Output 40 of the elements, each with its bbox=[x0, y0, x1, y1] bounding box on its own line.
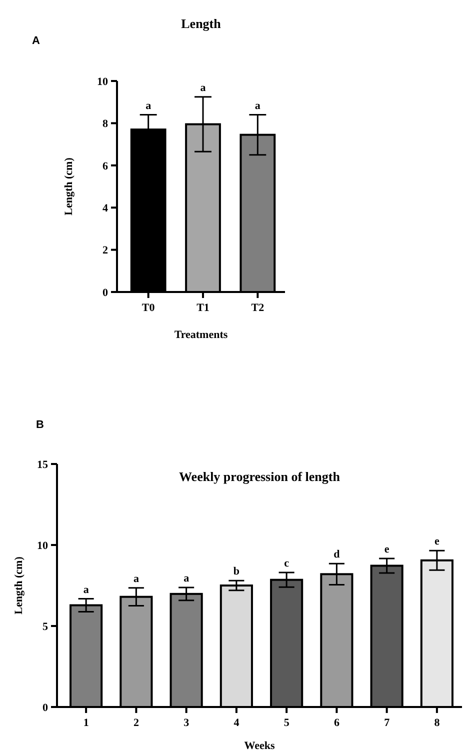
x-tick-label: 2 bbox=[133, 717, 140, 729]
x-axis-title: Weeks bbox=[244, 740, 276, 752]
annotation: d bbox=[334, 548, 340, 561]
x-tick-label: 3 bbox=[184, 717, 190, 729]
annotation: a bbox=[254, 100, 261, 112]
y-tick-label: 15 bbox=[37, 458, 48, 471]
annotation: e bbox=[434, 536, 440, 548]
x-tick-label: 4 bbox=[234, 717, 240, 729]
annotation: a bbox=[184, 572, 190, 584]
y-tick-label: 10 bbox=[97, 76, 108, 88]
y-tick-label: 2 bbox=[102, 244, 108, 257]
y-tick-label: 10 bbox=[37, 540, 48, 552]
y-tick-label: 5 bbox=[42, 620, 48, 633]
x-tick-label: 6 bbox=[334, 717, 340, 729]
x-tick-label: T0 bbox=[142, 302, 156, 314]
x-tick-label: 7 bbox=[384, 717, 390, 729]
y-tick-label: 8 bbox=[102, 118, 108, 130]
x-tick-label: 5 bbox=[284, 717, 290, 729]
annotation: a bbox=[200, 82, 206, 94]
annotation: b bbox=[233, 566, 240, 578]
x-tick-label: 8 bbox=[434, 717, 440, 729]
y-tick-label: 0 bbox=[102, 286, 108, 299]
annotation: a bbox=[83, 584, 90, 596]
y-axis-title: Length (cm) bbox=[63, 157, 75, 216]
annotation: a bbox=[133, 572, 140, 585]
y-axis-title: Length (cm) bbox=[13, 556, 25, 614]
y-tick-label: 4 bbox=[102, 202, 108, 214]
annotation: c bbox=[284, 558, 290, 570]
x-axis-title: Treatments bbox=[174, 329, 228, 341]
x-tick-label: T1 bbox=[196, 302, 210, 314]
x-tick-label: 1 bbox=[83, 717, 89, 729]
text: A bbox=[32, 35, 40, 47]
chart-title: Weekly progression of length bbox=[179, 469, 341, 484]
y-tick-label: 6 bbox=[102, 160, 108, 172]
chart-title: Length bbox=[181, 16, 222, 31]
x-tick-label: T2 bbox=[251, 302, 265, 314]
annotation: a bbox=[146, 100, 152, 112]
text: B bbox=[36, 419, 44, 431]
y-tick-label: 0 bbox=[42, 702, 48, 714]
annotation: e bbox=[384, 543, 390, 556]
